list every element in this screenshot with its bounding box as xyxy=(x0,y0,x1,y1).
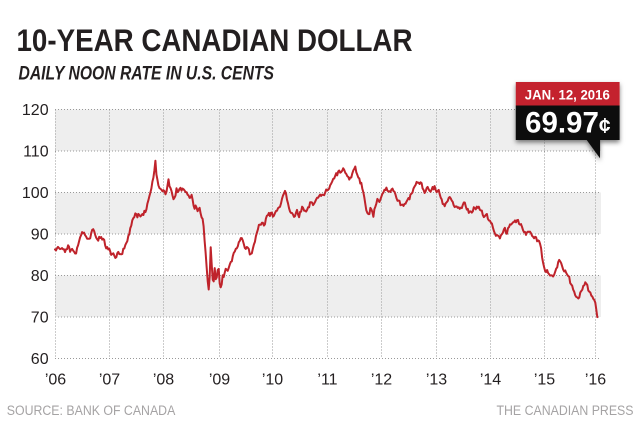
svg-text:JAN. 12, 2016: JAN. 12, 2016 xyxy=(525,88,610,103)
svg-text:80: 80 xyxy=(31,268,49,285)
svg-text:100: 100 xyxy=(22,185,49,202)
svg-text:’16: ’16 xyxy=(585,372,606,389)
svg-text:90: 90 xyxy=(31,226,49,243)
svg-text:SOURCE: BANK OF CANADA: SOURCE: BANK OF CANADA xyxy=(7,403,176,418)
svg-text:70: 70 xyxy=(31,309,49,326)
svg-text:DAILY NOON RATE IN U.S. CENTS: DAILY NOON RATE IN U.S. CENTS xyxy=(19,63,275,84)
svg-text:60: 60 xyxy=(31,351,49,368)
svg-text:’06: ’06 xyxy=(45,372,66,389)
svg-text:THE CANADIAN PRESS: THE CANADIAN PRESS xyxy=(497,403,634,418)
svg-text:10-YEAR CANADIAN DOLLAR: 10-YEAR CANADIAN DOLLAR xyxy=(17,23,413,58)
svg-text:120: 120 xyxy=(22,102,49,119)
svg-text:’11: ’11 xyxy=(317,372,337,389)
svg-text:’07: ’07 xyxy=(99,372,120,389)
svg-text:110: 110 xyxy=(23,143,49,160)
svg-text:’08: ’08 xyxy=(153,372,174,389)
svg-text:69.97¢: 69.97¢ xyxy=(525,107,611,140)
svg-text:’09: ’09 xyxy=(209,372,230,389)
svg-text:’15: ’15 xyxy=(534,372,555,389)
svg-text:’13: ’13 xyxy=(426,372,447,389)
svg-text:’10: ’10 xyxy=(262,372,283,389)
svg-text:’14: ’14 xyxy=(480,372,501,389)
svg-text:’12: ’12 xyxy=(371,372,392,389)
